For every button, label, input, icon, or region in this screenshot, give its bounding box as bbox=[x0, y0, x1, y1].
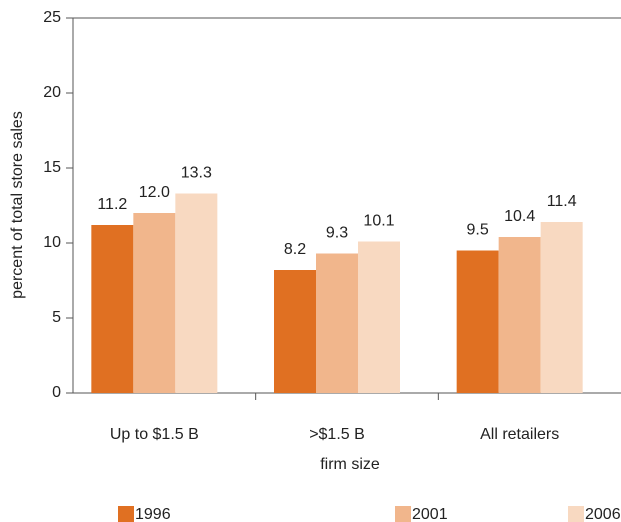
x-tick-label: All retailers bbox=[480, 426, 559, 443]
y-tick-label: 5 bbox=[52, 309, 61, 326]
y-tick-label: 20 bbox=[43, 84, 61, 101]
legend-swatch bbox=[395, 506, 411, 522]
data-label: 8.2 bbox=[284, 241, 306, 258]
bar bbox=[316, 253, 358, 393]
legend-label: 2006 bbox=[585, 506, 621, 522]
bar bbox=[274, 270, 316, 393]
legend-label: 2001 bbox=[412, 506, 448, 522]
y-tick-label: 10 bbox=[43, 234, 61, 251]
x-tick-label: >$1.5 B bbox=[309, 426, 365, 443]
bar bbox=[175, 193, 218, 393]
bar bbox=[91, 225, 134, 393]
legend-swatch bbox=[568, 506, 584, 522]
x-tick-label: Up to $1.5 B bbox=[110, 426, 199, 443]
data-label: 10.4 bbox=[504, 208, 535, 225]
data-label: 12.0 bbox=[139, 184, 170, 201]
data-label: 11.2 bbox=[97, 196, 127, 213]
bar bbox=[133, 213, 176, 393]
legend-swatch bbox=[118, 506, 134, 522]
x-axis-title: firm size bbox=[320, 456, 380, 473]
bar bbox=[456, 250, 499, 393]
data-label: 9.5 bbox=[467, 222, 489, 239]
y-tick-label: 15 bbox=[43, 159, 61, 176]
y-tick-label: 25 bbox=[43, 9, 61, 26]
data-label: 13.3 bbox=[181, 165, 212, 182]
bar bbox=[498, 237, 541, 393]
bar bbox=[358, 241, 400, 393]
y-axis-title: percent of total store sales bbox=[9, 111, 26, 299]
legend-label: 1996 bbox=[135, 506, 171, 522]
data-label: 10.1 bbox=[363, 213, 394, 230]
data-label: 11.4 bbox=[547, 193, 577, 210]
bar bbox=[540, 222, 583, 393]
y-tick-label: 0 bbox=[52, 384, 61, 401]
data-label: 9.3 bbox=[326, 225, 348, 242]
